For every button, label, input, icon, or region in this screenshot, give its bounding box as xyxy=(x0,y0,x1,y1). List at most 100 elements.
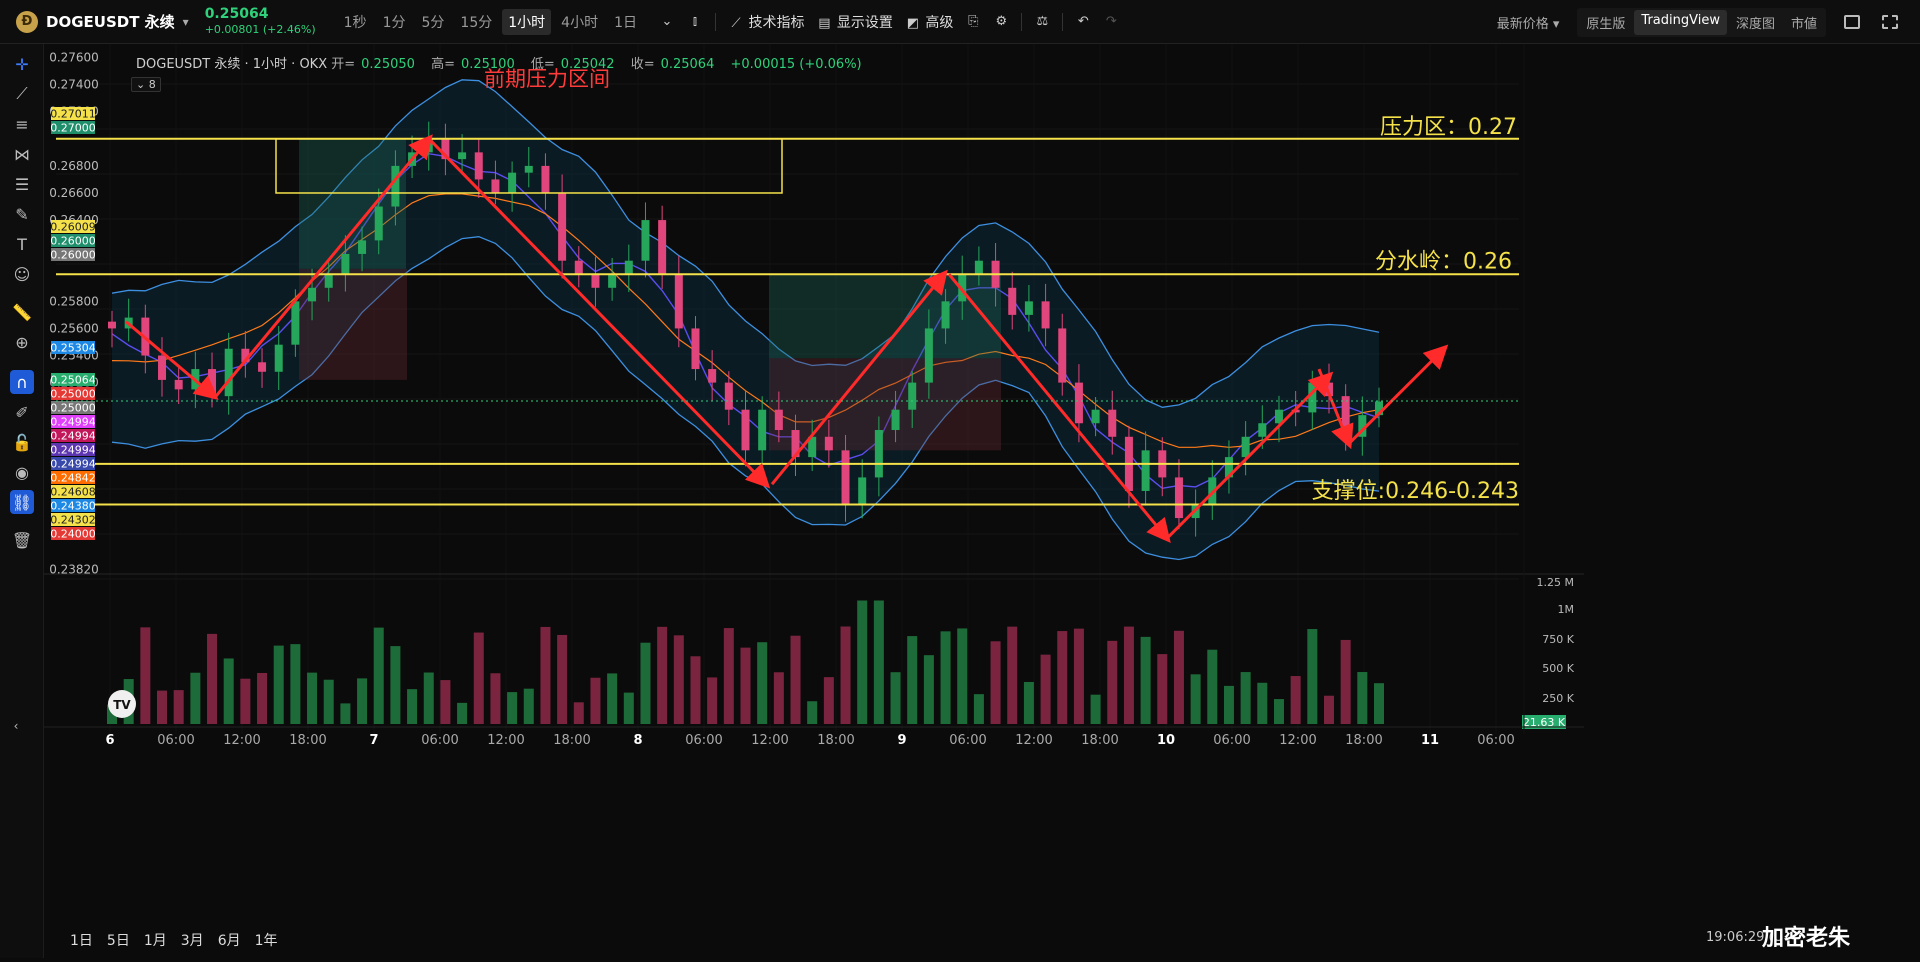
range-button-4[interactable]: 6月 xyxy=(217,933,241,949)
volume-bar xyxy=(373,627,384,724)
price-badge: 0.24994 xyxy=(50,429,96,443)
volume-bar xyxy=(840,626,851,724)
interval-2[interactable]: 5分 xyxy=(421,14,445,31)
text-icon[interactable]: T xyxy=(17,234,27,254)
undo-icon[interactable]: ↶ xyxy=(1077,14,1089,29)
volume-bar xyxy=(257,672,268,724)
volume-bar xyxy=(857,600,868,724)
range-button-0[interactable]: 1日 xyxy=(70,933,93,949)
interval-0[interactable]: 1秒 xyxy=(343,14,367,31)
tradingview-logo-text: TV xyxy=(113,698,131,712)
volume-bar xyxy=(473,632,484,724)
doge-logo-icon: Ð xyxy=(16,10,38,33)
latest-price-dropdown[interactable]: 最新价格 ▾ xyxy=(1496,16,1560,32)
candle-body xyxy=(224,348,233,397)
view-tab-3[interactable]: 市値 xyxy=(1790,16,1817,32)
chart-canvas[interactable]: 6 06:00 12:00 18:00 7 06:00 12:00 18:00 8 06:00 12… xyxy=(44,44,1920,958)
candle-body xyxy=(341,253,350,275)
gear-icon[interactable]: ⚙ xyxy=(995,14,1008,29)
volume-bar xyxy=(773,672,784,724)
fib-icon[interactable]: ☰ xyxy=(14,174,30,194)
volume-bar xyxy=(1107,640,1118,724)
candle-body xyxy=(108,321,116,329)
volume-bar xyxy=(1307,629,1318,724)
window-icon[interactable] xyxy=(1844,15,1860,29)
volume-bar xyxy=(957,628,968,724)
volume-bar xyxy=(757,642,768,724)
crosshair-icon[interactable]: ✛ xyxy=(15,54,29,74)
candle-body xyxy=(474,152,483,180)
collapse-arrow-icon[interactable]: ‹ xyxy=(13,719,19,733)
candle-body xyxy=(174,379,183,390)
scale-icon[interactable]: ⚖ xyxy=(1036,14,1049,29)
candle-body xyxy=(1008,287,1017,315)
fullscreen-icon[interactable] xyxy=(1882,15,1898,29)
chevron-down-icon[interactable]: ⌄ xyxy=(661,14,673,29)
trend-line-icon[interactable]: ⟋ xyxy=(16,84,28,103)
candle-type-icon[interactable]: ⫾ xyxy=(692,14,698,29)
range-button-1[interactable]: 5日 xyxy=(106,933,130,949)
watershed-label: 分水岭：0.26 xyxy=(1375,249,1512,274)
volume-bar xyxy=(507,692,518,724)
time-tick: 9 xyxy=(897,733,906,748)
range-button-3[interactable]: 3月 xyxy=(180,933,204,949)
price-badge: 0.24380 xyxy=(50,499,96,513)
time-tick: 18:00 xyxy=(817,733,854,748)
volume-bar xyxy=(790,635,801,724)
interval-1[interactable]: 1分 xyxy=(382,14,406,31)
advanced-button[interactable]: ◩ 高级 xyxy=(906,14,954,31)
price-badge: 0.26000 xyxy=(50,234,96,248)
candle-body xyxy=(641,220,650,261)
interval-4[interactable]: 1小时 xyxy=(502,8,552,35)
candle-body xyxy=(524,165,533,173)
ruler-icon[interactable]: 📏 xyxy=(12,302,32,322)
volume-bar xyxy=(1023,681,1034,724)
lock-icon[interactable]: 🔓 xyxy=(12,432,32,452)
volume-bar xyxy=(1140,636,1151,724)
trash-icon[interactable]: 🗑 xyxy=(11,530,33,550)
view-tab-0[interactable]: 原生版 xyxy=(1586,16,1626,32)
volume-bar xyxy=(207,633,218,724)
candle-body xyxy=(1341,396,1350,437)
emoji-icon[interactable]: ☺ xyxy=(13,264,31,284)
view-tab-1[interactable]: TradingView xyxy=(1634,9,1727,35)
eye-icon[interactable]: ◉ xyxy=(15,462,29,482)
lock-drawing-icon[interactable]: ✐ xyxy=(15,402,29,422)
view-tabs: 原生版 TradingView 深度图 市値 xyxy=(1577,7,1826,37)
zoom-icon[interactable]: ⊕ xyxy=(15,332,29,352)
candle-body xyxy=(624,260,633,275)
chart-area[interactable]: 6 06:00 12:00 18:00 7 06:00 12:00 18:00 8 06:00 12… xyxy=(44,44,1920,958)
interval-6[interactable]: 1日 xyxy=(614,14,637,31)
interval-selector: 1秒 1分 5分 15分 1小时 4小时 1日 xyxy=(338,8,643,35)
indicator-count-badge[interactable]: ⌄ 8 xyxy=(131,77,161,92)
volume-bar xyxy=(740,647,751,724)
price-badge: 0.25000 xyxy=(50,387,96,401)
magnet-icon[interactable]: ∩ xyxy=(10,370,34,394)
brush-icon[interactable]: ✎ xyxy=(15,204,29,224)
volume-bar xyxy=(240,678,251,724)
symbol-name[interactable]: DOGEUSDT 永续 xyxy=(46,13,175,31)
display-settings-button[interactable]: ▤ 显示设置 xyxy=(818,14,893,31)
view-tab-2[interactable]: 深度图 xyxy=(1735,16,1775,32)
indicators-button[interactable]: ⟋ 技术指标 xyxy=(728,12,804,32)
price-badge-text: 0.24994 xyxy=(50,416,96,429)
volume-bar xyxy=(1290,676,1301,724)
candle-body xyxy=(1024,301,1033,315)
candle-body xyxy=(891,409,900,431)
redo-icon[interactable]: ↷ xyxy=(1105,14,1117,29)
horizontal-lines-icon[interactable]: ≡ xyxy=(15,114,29,134)
interval-3[interactable]: 15分 xyxy=(460,14,493,31)
volume-bar xyxy=(1223,685,1234,724)
interval-5[interactable]: 4小时 xyxy=(561,14,599,31)
volume-tick: 1M xyxy=(1558,603,1575,616)
screenshot-icon[interactable]: ⎘ xyxy=(968,14,979,29)
range-button-2[interactable]: 1月 xyxy=(143,933,167,949)
range-button-5[interactable]: 1年 xyxy=(254,933,278,949)
price-badge-bg xyxy=(51,513,95,526)
pattern-icon[interactable]: ⋈ xyxy=(14,144,30,164)
chevron-down-icon[interactable]: ▾ xyxy=(182,14,189,29)
trend-arrow xyxy=(1347,344,1449,445)
volume-bar xyxy=(940,631,951,724)
price-badge-bg xyxy=(51,373,95,386)
link-icon[interactable]: ⛓ xyxy=(10,490,34,514)
